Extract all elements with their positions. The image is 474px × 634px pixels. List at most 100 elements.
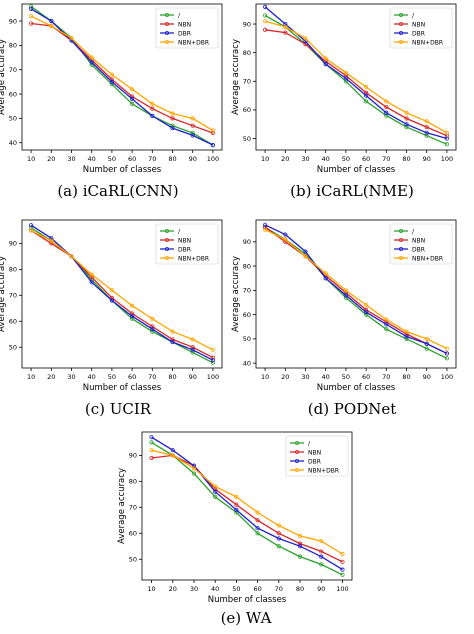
legend-box xyxy=(155,223,219,265)
y-tick-label: 80 xyxy=(129,478,137,486)
series-line xyxy=(264,229,448,350)
panel-caption: (b) iCaRL(NME) xyxy=(290,182,414,200)
x-axis-label: Number of classes xyxy=(83,383,162,393)
data-point xyxy=(424,130,429,135)
data-point xyxy=(384,322,389,327)
data-point xyxy=(319,562,324,567)
data-point xyxy=(343,293,348,298)
data-point xyxy=(276,523,281,528)
x-tick-label: 90 xyxy=(317,585,325,593)
x-tick-label: 40 xyxy=(322,155,330,163)
legend-label: NBN+DBR xyxy=(412,255,443,262)
data-point xyxy=(444,346,450,351)
legend-box xyxy=(155,7,219,49)
data-point xyxy=(150,316,155,321)
series-line xyxy=(264,14,448,145)
data-point xyxy=(323,276,328,281)
legend-box xyxy=(389,7,453,49)
data-point xyxy=(49,238,54,243)
series-line xyxy=(30,224,214,361)
legend-marker xyxy=(164,228,169,233)
x-tick-label: 20 xyxy=(281,373,289,381)
data-point xyxy=(234,507,239,512)
plot-frame xyxy=(255,3,457,151)
x-tick-label: 20 xyxy=(47,373,55,381)
y-tick-label: 60 xyxy=(129,530,137,538)
data-point xyxy=(297,554,303,559)
x-tick-label: 40 xyxy=(88,373,96,381)
series-line xyxy=(151,454,343,563)
x-tick-label: 100 xyxy=(441,155,453,163)
y-tick-label: 50 xyxy=(9,115,17,123)
data-point xyxy=(319,549,324,554)
data-point xyxy=(190,337,195,342)
x-tick-label: 40 xyxy=(88,155,96,163)
x-axis-label: Number of classes xyxy=(83,165,162,175)
chart-panel: 10 20 30 40 50 60 70 80 90 100 50 60 70 80 90 Number of… xyxy=(231,3,457,200)
x-tick-label: 10 xyxy=(261,373,269,381)
legend-label: NBN+DBR xyxy=(178,255,209,262)
legend-label: DBR xyxy=(178,30,191,37)
data-point xyxy=(69,254,74,259)
data-point xyxy=(109,79,114,84)
data-point xyxy=(190,350,195,355)
data-point xyxy=(109,288,114,293)
data-point xyxy=(364,99,369,104)
y-tick-label: 50 xyxy=(9,344,17,352)
chart-panel: 10 20 30 40 50 60 70 80 90 100 40 50 60 70 80 90 Number … xyxy=(0,3,223,200)
x-tick-label: 70 xyxy=(148,373,156,381)
data-point xyxy=(364,310,369,315)
y-tick-label: 90 xyxy=(9,17,17,25)
panel-caption: (d) PODNet xyxy=(308,400,397,418)
series-line xyxy=(151,436,343,571)
data-point xyxy=(404,116,409,121)
chart-panel: 10 20 30 40 50 60 70 80 90 100 40 50 60 70 80 90 Number … xyxy=(231,219,457,418)
data-point xyxy=(170,339,175,345)
data-point xyxy=(323,56,328,61)
data-point xyxy=(297,533,303,538)
data-point xyxy=(303,39,308,44)
legend: / NBN DBR NBN+DBR xyxy=(155,7,219,49)
legend-label: NBN xyxy=(308,449,321,456)
data-point xyxy=(384,113,389,118)
x-tick-label: 80 xyxy=(296,585,304,593)
data-point xyxy=(283,21,288,27)
data-point xyxy=(191,466,197,471)
series-line xyxy=(31,22,214,134)
y-tick-label: 70 xyxy=(9,292,17,300)
data-point xyxy=(262,13,268,18)
y-tick-label: 60 xyxy=(9,318,17,326)
legend-label: / xyxy=(412,12,415,19)
data-point xyxy=(213,494,218,500)
data-point xyxy=(170,453,175,458)
data-point xyxy=(444,351,450,356)
y-tick-label: 90 xyxy=(129,452,137,460)
data-point xyxy=(190,345,195,350)
data-point xyxy=(170,126,175,131)
x-tick-label: 40 xyxy=(322,373,330,381)
legend-marker xyxy=(398,237,403,242)
data-point xyxy=(28,228,34,233)
data-point xyxy=(404,329,409,334)
legend-label: DBR xyxy=(308,458,321,465)
data-point xyxy=(255,525,260,531)
y-tick-label: 60 xyxy=(9,90,17,98)
data-point xyxy=(150,101,155,106)
data-point xyxy=(303,36,308,41)
legend-label: DBR xyxy=(178,246,191,253)
x-tick-label: 40 xyxy=(211,585,219,593)
legend-marker xyxy=(398,228,403,233)
plot-frame xyxy=(21,3,223,151)
x-tick-label: 50 xyxy=(108,155,116,163)
series-line xyxy=(30,229,214,359)
x-tick-label: 90 xyxy=(189,373,197,381)
y-tick-label: 80 xyxy=(9,42,17,50)
plot-frame xyxy=(21,219,223,369)
data-point xyxy=(364,90,369,95)
data-point xyxy=(364,302,369,308)
legend: / NBN DBR NBN+DBR xyxy=(389,223,453,265)
data-point xyxy=(444,136,450,141)
legend-label: NBN xyxy=(412,21,425,28)
data-point xyxy=(424,336,429,341)
legend-marker xyxy=(164,30,169,35)
